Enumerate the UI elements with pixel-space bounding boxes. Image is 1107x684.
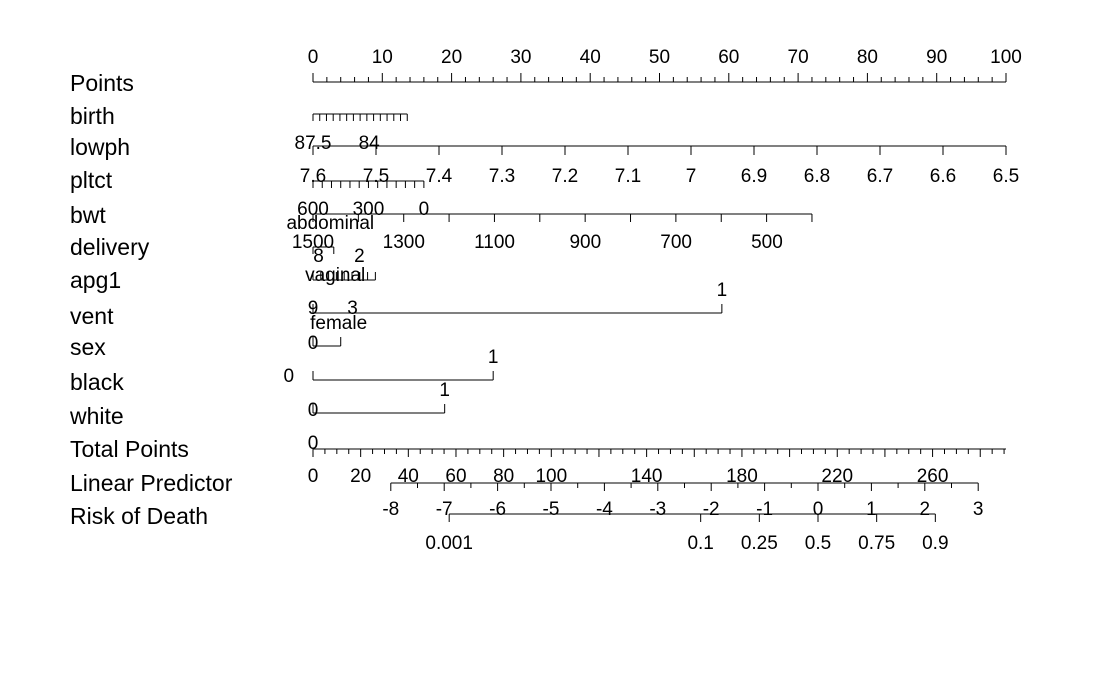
row-label-black: black [70,369,124,395]
bwt-tick-label: 1100 [474,232,515,253]
points-tick-label: 70 [788,47,809,68]
linear-predictor-tick-label: -8 [382,499,399,520]
points-tick-label: 80 [857,47,878,68]
points-tick-label: 60 [718,47,739,68]
row-label-total-points: Total Points [70,436,189,462]
row-label-lowph: lowph [70,134,130,160]
linear-predictor-tick-label: 3 [973,499,984,520]
points-tick-label: 100 [990,47,1022,68]
bwt-tick-label: 500 [751,232,783,253]
row-label-bwt: bwt [70,202,106,228]
points-tick-label: 0 [308,47,319,68]
total-points-tick-label: 100 [535,466,567,487]
row-label-points: Points [70,70,134,96]
row-label-delivery: delivery [70,234,150,260]
lowph-tick-label: 7.6 [300,166,326,187]
linear-predictor-tick-label: -1 [756,499,773,520]
points-tick-label: 50 [649,47,670,68]
total-points-tick-label: 40 [398,466,419,487]
row-label-white: white [69,403,124,429]
linear-predictor-tick-label: -3 [649,499,666,520]
total-points-tick-label: 0 [308,466,319,487]
linear-predictor-tick-label: -4 [596,499,613,520]
linear-predictor-tick-label: 1 [866,499,877,520]
risk-of-death-tick-label: 0.5 [805,533,831,554]
birth-tick-label: 84 [359,133,381,154]
risk-of-death-tick-label: 0.9 [922,533,948,554]
vent-tick-label: 1 [717,280,728,301]
apg1-tick-label: 3 [347,298,358,319]
white-tick-label: 0 [308,433,319,454]
pltct-tick-label: 600 [297,199,329,220]
lowph-tick-label: 7.4 [426,166,453,187]
apg1-tick-label: 2 [354,246,365,267]
row-label-risk-of-death: Risk of Death [70,503,208,529]
lowph-tick-label: 6.8 [804,166,830,187]
points-tick-label: 10 [372,47,393,68]
lowph-tick-label: 6.6 [930,166,956,187]
birth-tick-label: 87.5 [295,133,332,154]
row-label-sex: sex [70,334,106,360]
pltct-tick-label: 0 [419,199,430,220]
lowph-tick-label: 7.3 [489,166,515,187]
delivery-tick-label: vaginal [305,265,365,286]
risk-of-death-tick-label: 0.1 [687,533,713,554]
linear-predictor-tick-label: 0 [813,499,824,520]
points-tick-label: 90 [926,47,947,68]
linear-predictor-tick-label: -6 [489,499,506,520]
delivery-tick-label: abdominal [286,213,374,234]
row-label-birth: birth [70,103,115,129]
total-points-tick-label: 20 [350,466,371,487]
total-points-tick-label: 180 [726,466,758,487]
lowph-tick-label: 7.1 [615,166,641,187]
linear-predictor-tick-label: -2 [703,499,720,520]
sex-tick-label: female [310,313,367,334]
lowph-tick-label: 7.5 [363,166,389,187]
linear-predictor-tick-label: -5 [543,499,560,520]
linear-predictor-tick-label: 2 [920,499,931,520]
white-tick-label: 1 [439,380,450,401]
apg1-tick-label: 8 [313,246,324,267]
bwt-tick-label: 1300 [383,232,425,253]
points-tick-label: 30 [510,47,531,68]
lowph-tick-label: 6.9 [741,166,767,187]
lowph-tick-label: 6.7 [867,166,893,187]
risk-of-death-tick-label: 0.25 [741,533,778,554]
row-label-vent: vent [70,303,114,329]
total-points-tick-label: 220 [821,466,853,487]
lowph-tick-label: 7.2 [552,166,578,187]
sex-tick-label: 0 [283,366,294,387]
black-tick-label: 1 [488,347,499,368]
bwt-tick-label: 700 [660,232,692,253]
lowph-tick-label: 7 [686,166,697,187]
bwt-tick-label: 1500 [292,232,334,253]
points-tick-label: 20 [441,47,462,68]
total-points-tick-label: 80 [493,466,514,487]
total-points-tick-label: 140 [631,466,663,487]
total-points-tick-label: 60 [445,466,466,487]
bwt-tick-label: 900 [569,232,601,253]
row-label-linear-predictor: Linear Predictor [70,470,233,496]
pltct-tick-label: 300 [353,199,385,220]
linear-predictor-tick-label: -7 [436,499,453,520]
lowph-tick-label: 6.5 [993,166,1019,187]
row-label-apg1: apg1 [70,267,121,293]
risk-of-death-tick-label: 0.001 [425,533,473,554]
risk-of-death-tick-label: 0.75 [858,533,895,554]
points-tick-label: 40 [580,47,601,68]
total-points-tick-label: 260 [917,466,949,487]
row-label-pltct: pltct [70,167,113,193]
